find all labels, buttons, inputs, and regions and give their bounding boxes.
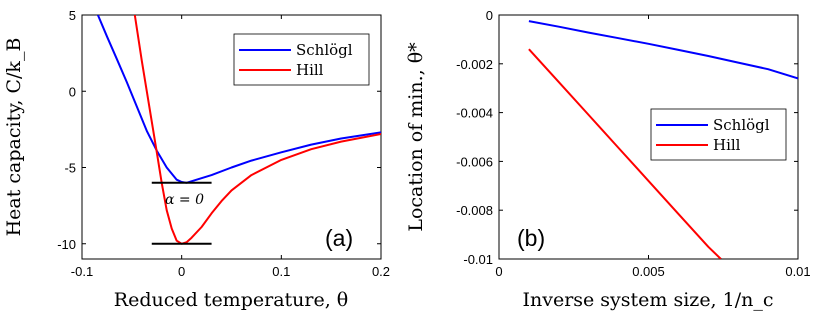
panel-b-legend: Schlögl Hill [650,108,787,161]
panel-a-xtick-label: 0 [178,264,185,279]
panel-b-ytick-label: -0.006 [456,154,493,169]
panel-b: 0 0.005 0.01 0 -0.002 -0.004 -0.006 -0.008 -0.01… [405,8,811,311]
panel-a-xlabel: Reduced temperature, θ [114,289,348,311]
panel-b-xlabel: Inverse system size, 1/n_c [522,289,773,311]
panel-a-legend-box [233,33,370,86]
panel-b-xtick-label: 0.01 [785,264,810,279]
panel-b-ytick-label: -0.002 [456,57,493,72]
panel-a-legend-label-hill: Hill [296,61,324,79]
panel-b-legend-label-hill: Hill [713,136,741,154]
panel-a-axes-box [81,14,382,260]
panel-b-series-line-hill [528,48,722,259]
panel-b-series [528,20,798,259]
panel-b-series-line-schlogl [528,20,798,80]
panel-a-legend: Schlögl Hill [233,33,370,86]
panel-a-label: (a) [325,225,353,251]
panel-b-ticks: 0 0.005 0.01 0 -0.002 -0.004 -0.006 -0.008 -0.01 [456,8,811,279]
panel-b-label: (b) [517,225,545,251]
panel-a-legend-label-schlogl: Schlögl [296,41,353,59]
panel-b-xtick-label: 0.005 [632,264,665,279]
panel-b-ytick-label: 0 [486,8,493,23]
panel-b-legend-box [650,108,787,161]
panel-a-annotation: α = 0 [165,192,204,208]
panel-a-ylabel: Heat capacity, C/k_B [3,38,25,237]
panel-b-ylabel: Location of min., θ* [405,42,427,232]
panel-a-ytick-label: -5 [64,161,76,176]
panel-a-series-line-hill [133,15,381,245]
panel-a-ticks: -0.1 0 0.1 0.2 -10 -5 0 5 [57,8,390,279]
panel-a-xtick-label: -0.1 [71,264,93,279]
panel-b-legend-label-schlogl: Schlögl [713,116,770,134]
panel-a-ytick-label: 0 [69,84,76,99]
panel-b-ytick-label: -0.01 [463,252,493,267]
panel-b-ytick-label: -0.008 [456,203,493,218]
panel-a-xtick-label: 0.2 [372,264,390,279]
panel-a: -0.1 0 0.1 0.2 -10 -5 0 5 α = 0 Schlögl Hill (a… [3,8,390,311]
panel-b-xtick-label: 0 [495,264,502,279]
panel-a-xtick-label: 0.1 [272,264,290,279]
panel-a-ytick-label: -10 [57,237,76,252]
panel-b-ytick-label: -0.004 [456,106,493,121]
panel-a-ytick-label: 5 [69,8,76,23]
panel-a-reference-lines [151,181,212,245]
